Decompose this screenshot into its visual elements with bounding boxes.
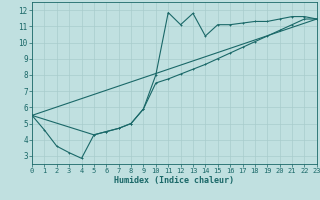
X-axis label: Humidex (Indice chaleur): Humidex (Indice chaleur) [115, 176, 234, 185]
